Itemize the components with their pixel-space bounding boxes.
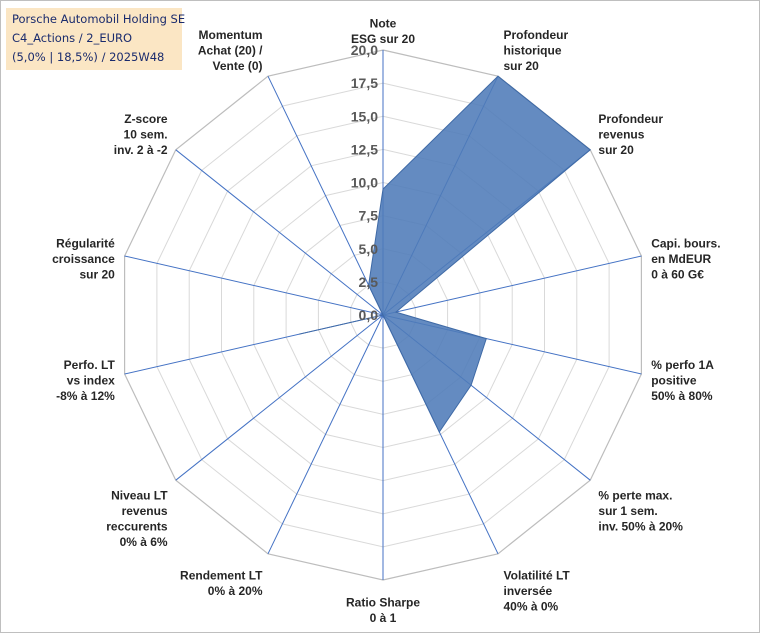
chart-title-box: Porsche Automobil Holding SE C4_Actions … [6, 8, 186, 70]
axis-label-5-line-0: % perte max. [598, 489, 672, 503]
spoke-13 [267, 75, 384, 316]
tick-label-6: 15,0 [351, 108, 378, 124]
axis-label-11-line-0: Régularité [56, 237, 115, 251]
axis-label-0-line-1: ESG sur 20 [351, 32, 415, 46]
radar-series [298, 75, 591, 433]
axis-label-9-line-2: reccurents [106, 520, 168, 534]
spoke-3 [382, 255, 642, 316]
tick-label-1: 2,5 [359, 274, 379, 290]
axis-label-2-line-0: Profondeur [598, 112, 663, 126]
axis-label-3-line-1: en MdEUR [651, 252, 711, 266]
tick-label-0: 0,0 [359, 307, 379, 323]
axis-label-11-line-2: sur 20 [79, 268, 115, 282]
axis-label-12: Z-score 10 sem. inv. 2 à -2 [114, 112, 168, 157]
axis-label-6: Volatilité LT inversée 40% à 0% [504, 569, 571, 614]
series-area-0 [298, 75, 591, 433]
axis-label-13: Momentum Achat (20) / Vente (0) [198, 28, 263, 73]
axis-label-5: % perte max. sur 1 sem. inv. 50% à 20% [598, 489, 683, 534]
axis-label-9-line-1: revenus [122, 504, 168, 518]
axis-label-4-line-0: % perfo 1A [651, 358, 714, 372]
axis-label-13-line-0: Momentum [199, 28, 263, 42]
axis-label-9-line-3: 0% à 6% [120, 535, 168, 549]
axis-label-12-line-1: 10 sem. [124, 127, 168, 141]
axis-label-5-line-2: inv. 50% à 20% [598, 520, 683, 534]
tick-label-2: 5,0 [359, 241, 379, 257]
axis-label-12-line-2: inv. 2 à -2 [114, 143, 168, 157]
axis-label-0-line-0: Note [370, 17, 397, 31]
axis-label-4-line-1: positive [651, 374, 697, 388]
axis-label-10: Perfo. LT vs index -8% à 12% [56, 358, 115, 403]
axis-label-1: Profondeur historique sur 20 [504, 28, 569, 73]
axis-label-13-line-1: Achat (20) / [198, 44, 263, 58]
axis-label-8-line-0: Rendement LT [180, 569, 263, 583]
tick-label-8: 20,0 [351, 42, 378, 58]
axis-label-1-line-0: Profondeur [504, 28, 569, 42]
axis-label-3-line-2: 0 à 60 G€ [651, 268, 704, 282]
title-line-company: Porsche Automobil Holding SE [12, 12, 186, 26]
axis-label-1-line-1: historique [504, 44, 562, 58]
axis-label-7-line-0: Ratio Sharpe [346, 596, 420, 610]
axis-label-6-line-0: Volatilité LT [504, 569, 571, 583]
axis-label-1-line-2: sur 20 [504, 59, 540, 73]
spoke-9 [175, 314, 384, 481]
tick-label-4: 10,0 [351, 175, 378, 191]
axis-label-11-line-1: croissance [52, 252, 115, 266]
title-line-category: C4_Actions / 2_EURO [12, 31, 133, 45]
axis-label-7: Ratio Sharpe 0 à 1 [346, 596, 420, 626]
axis-label-9: Niveau LT revenus reccurents 0% à 6% [106, 489, 168, 550]
axis-label-4-line-2: 50% à 80% [651, 389, 713, 403]
axis-label-2-line-1: revenus [598, 127, 644, 141]
axis-label-3: Capi. bours. en MdEUR 0 à 60 G€ [651, 237, 720, 282]
axis-label-10-line-1: vs index [67, 374, 115, 388]
axis-label-6-line-1: inversée [504, 584, 553, 598]
spoke-8 [267, 314, 384, 555]
axis-label-3-line-0: Capi. bours. [651, 237, 720, 251]
axis-label-6-line-2: 40% à 0% [504, 600, 559, 614]
axis-label-8: Rendement LT 0% à 20% [180, 569, 263, 599]
axis-label-12-line-0: Z-score [124, 112, 168, 126]
axis-label-4: % perfo 1A positive 50% à 80% [651, 358, 714, 403]
title-line-params: (5,0% | 18,5%) / 2025W48 [12, 50, 165, 64]
axis-label-8-line-1: 0% à 20% [208, 584, 263, 598]
tick-label-5: 12,5 [351, 141, 378, 157]
axis-label-7-line-1: 0 à 1 [370, 611, 397, 625]
spoke-11 [124, 255, 384, 316]
tick-label-3: 7,5 [359, 208, 379, 224]
axis-label-0: Note ESG sur 20 [351, 17, 415, 47]
axis-label-11: Régularité croissance sur 20 [52, 237, 115, 282]
axis-label-5-line-1: sur 1 sem. [598, 504, 657, 518]
axis-label-10-line-0: Perfo. LT [64, 358, 116, 372]
spoke-12 [175, 149, 384, 316]
axis-label-13-line-2: Vente (0) [212, 59, 262, 73]
axis-label-2: Profondeur revenus sur 20 [598, 112, 663, 157]
tick-label-7: 17,5 [351, 75, 378, 91]
axis-label-10-line-2: -8% à 12% [56, 389, 115, 403]
radar-tick-labels: 0,0 2,5 5,0 7,5 10,0 12,5 15,0 17,5 20,0 [351, 42, 378, 323]
radar-axis-labels: Note ESG sur 20 Profondeur historique sur 20… [52, 17, 720, 626]
axis-label-2-line-2: sur 20 [598, 143, 634, 157]
axis-label-9-line-0: Niveau LT [111, 489, 168, 503]
